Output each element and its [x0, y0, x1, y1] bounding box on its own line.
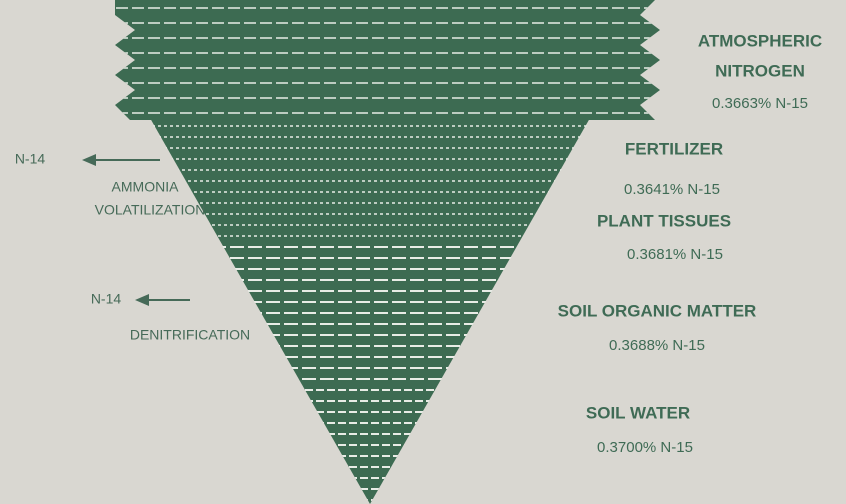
funnel-body [150, 118, 590, 504]
pool-name: SOIL ORGANIC MATTER [558, 301, 757, 320]
pool-name: PLANT TISSUES [597, 211, 731, 230]
pool-ratio: 0.3663% N-15 [712, 95, 808, 112]
loss-product: N-14 [15, 151, 46, 167]
loss-process: VOLATILIZATION [95, 202, 206, 218]
pool-name: FERTILIZER [625, 139, 723, 158]
loss-process: DENITRIFICATION [130, 327, 250, 343]
pool-name: NITROGEN [715, 61, 805, 80]
loss-arrows [82, 154, 190, 306]
arrowhead [82, 154, 96, 166]
atmosphere-band [115, 0, 660, 120]
loss-product: N-14 [91, 291, 122, 307]
page: {"pools": [ {"name_lines": ["ATMOSPHERIC… [0, 0, 846, 504]
pool-ratio: 0.3681% N-15 [627, 246, 723, 263]
pool-ratio: 0.3700% N-15 [597, 439, 693, 456]
pool-ratio: 0.3641% N-15 [624, 181, 720, 198]
pool-ratio: 0.3688% N-15 [609, 337, 705, 354]
diagram: ATMOSPHERIC NITROGEN 0.3663% N-15 FERTIL… [0, 0, 846, 504]
pool-name: SOIL WATER [586, 403, 690, 422]
funnel [100, 0, 680, 504]
loss-process: AMMONIA [112, 179, 180, 195]
pool-name: ATMOSPHERIC [698, 31, 822, 50]
arrowhead [135, 294, 149, 306]
